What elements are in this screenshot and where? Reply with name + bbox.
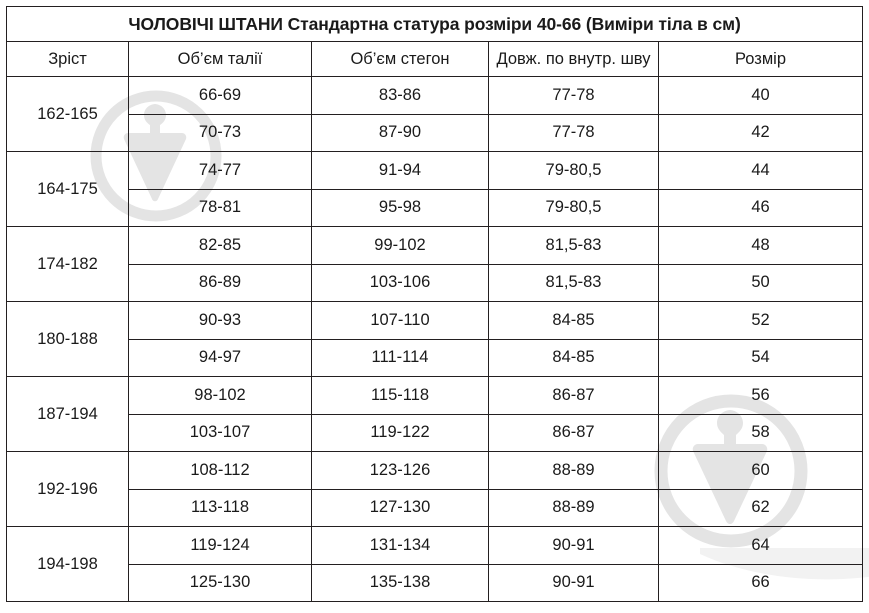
column-header-height: Зріст xyxy=(6,41,129,77)
cell-inseam: 79-80,5 xyxy=(488,188,659,227)
cell-height: 187-194 xyxy=(6,376,129,452)
table-row: 174-182 82-85 99-102 81,5-83 48 xyxy=(6,226,864,302)
table-row: 194-198 119-124 131-134 90-91 64 xyxy=(6,526,864,602)
cell-height: 162-165 xyxy=(6,76,129,152)
table-row: 94-97 111-114 84-85 54 xyxy=(7,338,864,377)
table-row: 192-196 108-112 123-126 88-89 60 xyxy=(6,451,864,527)
table-header-row: Зріст Об’єм талії Об’єм стегон Довж. по … xyxy=(6,41,864,77)
cell-height: 180-188 xyxy=(6,301,129,377)
cell-size: 64 xyxy=(657,526,864,565)
cell-waist: 119-124 xyxy=(128,526,312,565)
page-title: ЧОЛОВІЧІ ШТАНИ Стандартна статура розмір… xyxy=(5,6,864,42)
column-header-waist: Об’єм талії xyxy=(128,41,312,77)
column-header-size: Розмір xyxy=(657,41,864,77)
cell-inseam: 88-89 xyxy=(488,451,659,490)
cell-hips: 103-106 xyxy=(311,263,489,302)
cell-inseam: 86-87 xyxy=(488,376,659,415)
cell-size: 54 xyxy=(657,338,864,377)
cell-waist: 108-112 xyxy=(128,451,312,490)
cell-size: 44 xyxy=(657,151,864,190)
cell-size: 56 xyxy=(657,376,864,415)
cell-height: 174-182 xyxy=(6,226,129,302)
cell-hips: 99-102 xyxy=(311,226,489,265)
cell-hips: 123-126 xyxy=(311,451,489,490)
cell-hips: 107-110 xyxy=(311,301,489,340)
cell-waist: 82-85 xyxy=(128,226,312,265)
cell-size: 50 xyxy=(657,263,864,302)
cell-inseam: 88-89 xyxy=(488,488,659,527)
size-chart-table: ЧОЛОВІЧІ ШТАНИ Стандартна статура розмір… xyxy=(5,6,864,602)
cell-hips: 91-94 xyxy=(311,151,489,190)
column-header-hips: Об’єм стегон xyxy=(311,41,489,77)
cell-hips: 95-98 xyxy=(311,188,489,227)
cell-waist: 90-93 xyxy=(128,301,312,340)
cell-hips: 119-122 xyxy=(311,413,489,452)
size-chart-sheet: ЧОЛОВІЧІ ШТАНИ Стандартна статура розмір… xyxy=(5,6,864,602)
cell-size: 60 xyxy=(657,451,864,490)
cell-waist: 66-69 xyxy=(128,76,312,115)
table-row: 70-73 87-90 77-78 42 xyxy=(7,113,864,152)
cell-size: 48 xyxy=(657,226,864,265)
cell-inseam: 77-78 xyxy=(488,113,659,152)
column-header-inseam: Довж. по внутр. шву xyxy=(488,41,659,77)
cell-inseam: 84-85 xyxy=(488,301,659,340)
cell-size: 62 xyxy=(657,488,864,527)
table-row: 164-175 74-77 91-94 79-80,5 44 xyxy=(6,151,864,227)
cell-size: 42 xyxy=(657,113,864,152)
cell-height: 192-196 xyxy=(6,451,129,527)
cell-waist: 113-118 xyxy=(128,488,312,527)
cell-waist: 98-102 xyxy=(128,376,312,415)
table-row: 113-118 127-130 88-89 62 xyxy=(7,488,864,527)
table-row: 86-89 103-106 81,5-83 50 xyxy=(7,263,864,302)
cell-hips: 87-90 xyxy=(311,113,489,152)
table-row: 103-107 119-122 86-87 58 xyxy=(7,413,864,452)
cell-size: 46 xyxy=(657,188,864,227)
cell-inseam: 77-78 xyxy=(488,76,659,115)
cell-inseam: 90-91 xyxy=(488,526,659,565)
table-title-row: ЧОЛОВІЧІ ШТАНИ Стандартна статура розмір… xyxy=(5,6,864,42)
cell-inseam: 79-80,5 xyxy=(488,151,659,190)
table-row: 187-194 98-102 115-118 86-87 56 xyxy=(6,376,864,452)
cell-hips: 83-86 xyxy=(311,76,489,115)
cell-waist: 78-81 xyxy=(128,188,312,227)
cell-size: 58 xyxy=(657,413,864,452)
cell-hips: 111-114 xyxy=(311,338,489,377)
cell-inseam: 81,5-83 xyxy=(488,263,659,302)
cell-waist: 94-97 xyxy=(128,338,312,377)
cell-inseam: 81,5-83 xyxy=(488,226,659,265)
cell-size: 52 xyxy=(657,301,864,340)
cell-waist: 103-107 xyxy=(128,413,312,452)
size-chart-body: ЧОЛОВІЧІ ШТАНИ Стандартна статура розмір… xyxy=(5,6,864,602)
cell-height: 194-198 xyxy=(6,526,129,602)
cell-waist: 86-89 xyxy=(128,263,312,302)
cell-hips: 115-118 xyxy=(311,376,489,415)
table-row: 162-165 66-69 83-86 77-78 40 xyxy=(6,76,864,152)
cell-waist: 74-77 xyxy=(128,151,312,190)
cell-hips: 127-130 xyxy=(311,488,489,527)
cell-waist: 70-73 xyxy=(128,113,312,152)
cell-size: 40 xyxy=(657,76,864,115)
cell-inseam: 86-87 xyxy=(488,413,659,452)
table-row: 180-188 90-93 107-110 84-85 52 xyxy=(6,301,864,377)
table-row: 78-81 95-98 79-80,5 46 xyxy=(7,188,864,227)
cell-hips: 131-134 xyxy=(311,526,489,565)
cell-inseam: 84-85 xyxy=(488,338,659,377)
cell-height: 164-175 xyxy=(6,151,129,227)
